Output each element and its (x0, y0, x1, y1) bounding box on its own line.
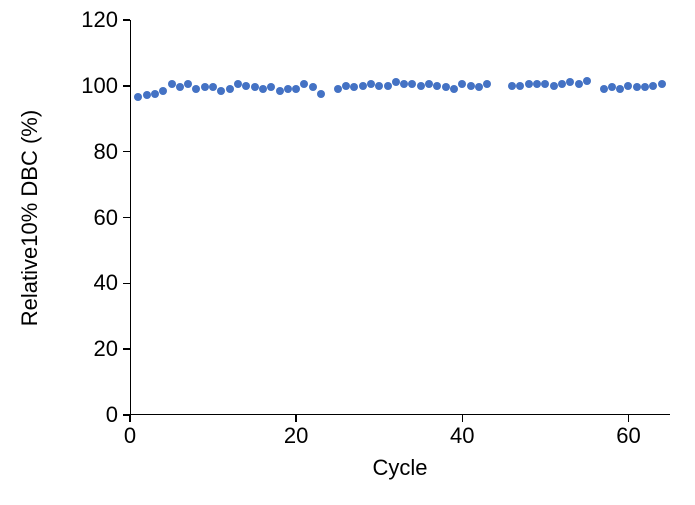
data-point (350, 83, 358, 91)
data-point (541, 80, 549, 88)
y-tick-mark (123, 283, 130, 285)
x-tick-mark (462, 415, 464, 422)
data-point (658, 80, 666, 88)
data-point (558, 80, 566, 88)
data-point (284, 85, 292, 93)
data-point (276, 87, 284, 95)
data-point (475, 83, 483, 91)
data-point (334, 85, 342, 93)
data-point (425, 80, 433, 88)
data-point (367, 80, 375, 88)
data-point (575, 80, 583, 88)
data-point (649, 82, 657, 90)
y-tick-mark (123, 217, 130, 219)
data-point (143, 91, 151, 99)
data-point (259, 85, 267, 93)
data-point (533, 80, 541, 88)
y-tick-mark (123, 348, 130, 350)
y-tick-mark (123, 85, 130, 87)
data-point (608, 83, 616, 91)
data-point (624, 82, 632, 90)
data-point (209, 83, 217, 91)
data-point (600, 85, 608, 93)
x-tick-mark (628, 415, 630, 422)
data-point (217, 87, 225, 95)
data-point (176, 83, 184, 91)
y-tick-mark (123, 19, 130, 21)
x-tick-mark (295, 415, 297, 422)
data-point (159, 87, 167, 95)
data-point (292, 85, 300, 93)
data-point (483, 80, 491, 88)
x-tick-label: 40 (450, 423, 474, 449)
data-point (300, 80, 308, 88)
data-point (234, 80, 242, 88)
y-tick-label: 40 (94, 270, 118, 296)
data-point (184, 80, 192, 88)
data-point (566, 78, 574, 86)
data-point (151, 90, 159, 98)
data-point (433, 82, 441, 90)
data-point (508, 82, 516, 90)
data-point (467, 82, 475, 90)
data-point (375, 82, 383, 90)
data-point (359, 82, 367, 90)
data-point (583, 77, 591, 85)
data-point (633, 83, 641, 91)
data-point (134, 93, 142, 101)
y-tick-label: 20 (94, 336, 118, 362)
data-point (450, 85, 458, 93)
data-point (442, 83, 450, 91)
x-tick-label: 0 (124, 423, 136, 449)
x-tick-mark (129, 415, 131, 422)
data-point (226, 85, 234, 93)
data-point (201, 83, 209, 91)
y-tick-label: 100 (81, 73, 118, 99)
data-point (458, 80, 466, 88)
y-tick-label: 120 (81, 7, 118, 33)
y-tick-label: 60 (94, 205, 118, 231)
data-point (525, 80, 533, 88)
data-point (392, 78, 400, 86)
data-point (408, 80, 416, 88)
data-point (400, 80, 408, 88)
y-axis-label: Relative10% DBC (%) (17, 109, 43, 325)
data-point (251, 83, 259, 91)
x-tick-label: 20 (284, 423, 308, 449)
data-point (317, 90, 325, 98)
data-point (384, 82, 392, 90)
data-point (192, 85, 200, 93)
data-point (516, 82, 524, 90)
data-point (616, 85, 624, 93)
data-point (417, 82, 425, 90)
data-point (550, 82, 558, 90)
y-tick-label: 80 (94, 139, 118, 165)
data-point (267, 83, 275, 91)
data-point (641, 83, 649, 91)
data-point (168, 80, 176, 88)
data-point (309, 83, 317, 91)
data-point (342, 82, 350, 90)
data-point (242, 82, 250, 90)
y-tick-mark (123, 151, 130, 153)
chart-container: Relative10% DBC (%) Cycle 0 20 40 60 80 100 12… (0, 0, 695, 505)
x-axis-label: Cycle (372, 455, 427, 481)
y-tick-label: 0 (106, 402, 118, 428)
x-tick-label: 60 (616, 423, 640, 449)
